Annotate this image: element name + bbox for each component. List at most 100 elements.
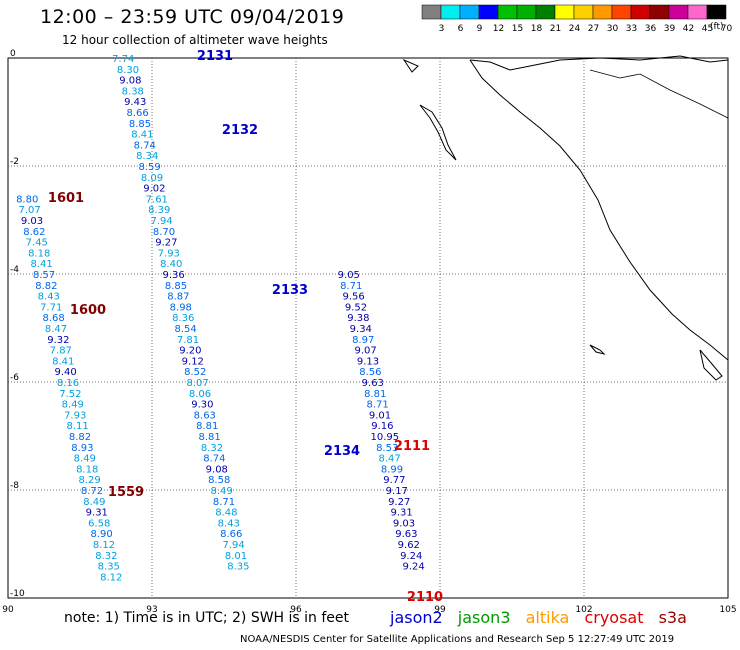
- scale-swatch: [649, 4, 670, 20]
- track-values: 7.748.309.088.389.438.668.858.418.748.34…: [16, 54, 425, 583]
- track-value: 7.52: [59, 389, 81, 400]
- track-value: 8.36: [172, 313, 194, 324]
- track-value: 9.20: [179, 346, 201, 357]
- track-value: 8.59: [138, 162, 160, 173]
- track-value: 8.48: [215, 508, 237, 519]
- track-value: 8.32: [201, 443, 223, 454]
- y-tick-label: -2: [10, 157, 19, 167]
- track-value: 9.12: [182, 356, 204, 367]
- track-value: 8.68: [42, 313, 64, 324]
- scale-swatch: [592, 4, 613, 20]
- track-value: 8.06: [189, 389, 211, 400]
- track-value: 9.02: [143, 184, 165, 195]
- pass-labels: 2131 2132 2133 2134 1601 1600 1559 2111 2110: [48, 49, 443, 605]
- track-value: 8.97: [352, 335, 374, 346]
- credit-line: NOAA/NESDIS Center for Satellite Applica…: [240, 634, 675, 645]
- track-value: 8.80: [16, 194, 38, 205]
- track-value: 8.87: [167, 292, 189, 303]
- track-value: 8.71: [340, 281, 362, 292]
- x-tick-label: 105: [719, 605, 736, 615]
- track-value: 8.66: [220, 529, 242, 540]
- track-value: 6.58: [88, 518, 110, 529]
- track-value: 8.63: [194, 410, 216, 421]
- track-value: 8.35: [227, 562, 249, 573]
- scale-swatch: [687, 4, 708, 20]
- y-tick-label: -4: [10, 265, 19, 275]
- track-value: 8.38: [122, 86, 144, 97]
- scale-label: 33: [626, 24, 637, 34]
- track-value: 8.49: [210, 486, 232, 497]
- track-value: 8.18: [76, 464, 98, 475]
- track-value: 7.94: [222, 540, 244, 551]
- track-value: 9.31: [86, 508, 108, 519]
- track-value: 9.08: [206, 464, 228, 475]
- track-value: 8.70: [153, 227, 175, 238]
- track-value: 9.16: [371, 421, 393, 432]
- track-value: 8.47: [45, 324, 67, 335]
- track-value: 8.16: [57, 378, 79, 389]
- track-value: 7.93: [158, 248, 180, 259]
- scale-label: 70: [721, 24, 733, 34]
- track-value: 8.30: [117, 65, 139, 76]
- track-value: 9.63: [395, 529, 417, 540]
- track-value: 8.49: [62, 400, 84, 411]
- track-value: 9.03: [21, 216, 43, 227]
- track-value: 9.40: [54, 367, 76, 378]
- scale-swatch: [535, 4, 556, 20]
- legend-cryosat: cryosat: [584, 608, 644, 627]
- track-value: 8.18: [28, 248, 50, 259]
- track-value: 8.81: [196, 421, 218, 432]
- track-value: 8.90: [90, 529, 112, 540]
- track-value: 9.01: [369, 410, 391, 421]
- track-value: 9.38: [347, 313, 369, 324]
- track-value: 8.99: [381, 464, 403, 475]
- scale-swatch: [516, 4, 537, 20]
- scale-label: 3: [439, 24, 445, 34]
- track-value: 8.82: [69, 432, 91, 443]
- track-value: 9.34: [350, 324, 372, 335]
- track-value: 8.01: [225, 551, 247, 562]
- track-value: 9.24: [400, 551, 422, 562]
- scale-swatch: [459, 4, 480, 20]
- track-value: 7.45: [26, 238, 48, 249]
- pass-label: 2134: [324, 444, 360, 459]
- track-value: 8.74: [203, 454, 225, 465]
- track-value: 9.63: [362, 378, 384, 389]
- scale-swatch: [497, 4, 518, 20]
- track-value: 8.12: [93, 540, 115, 551]
- track-value: 7.93: [64, 410, 86, 421]
- track-value: 9.17: [386, 486, 408, 497]
- track-value: 9.27: [388, 497, 410, 508]
- track-value: 8.71: [366, 400, 388, 411]
- track-value: 9.77: [383, 475, 405, 486]
- x-tick-label: 102: [575, 605, 592, 615]
- track-value: 10.95: [370, 432, 399, 443]
- track-value: 8.74: [134, 140, 156, 151]
- track-value: 9.36: [162, 270, 184, 281]
- scale-label: 18: [531, 24, 543, 34]
- track-value: 8.09: [141, 173, 163, 184]
- track-value: 8.81: [198, 432, 220, 443]
- track-value: 9.31: [390, 508, 412, 519]
- legend-s3a: s3a: [658, 608, 687, 627]
- track-value: 9.56: [342, 292, 364, 303]
- color-scale-unit: (ft): [710, 22, 724, 32]
- scale-swatch: [554, 4, 575, 20]
- scale-swatch: [630, 4, 651, 20]
- scale-label: 42: [683, 24, 694, 34]
- track-value: 9.24: [402, 562, 424, 573]
- track-value: 8.53: [376, 443, 398, 454]
- pass-label: 2131: [197, 49, 233, 64]
- track-value: 9.62: [398, 540, 420, 551]
- scale-label: 27: [588, 24, 599, 34]
- scale-label: 30: [607, 24, 619, 34]
- scale-swatch: [440, 4, 461, 20]
- scale-label: 21: [550, 24, 561, 34]
- track-value: 8.39: [148, 205, 170, 216]
- track-value: 8.34: [136, 151, 158, 162]
- track-value: 8.49: [83, 497, 105, 508]
- satellite-legend: jason2 jason3 altika cryosat s3a: [390, 608, 697, 627]
- pass-label: 1601: [48, 191, 84, 206]
- track-value: 8.54: [174, 324, 196, 335]
- scale-label: 12: [493, 24, 504, 34]
